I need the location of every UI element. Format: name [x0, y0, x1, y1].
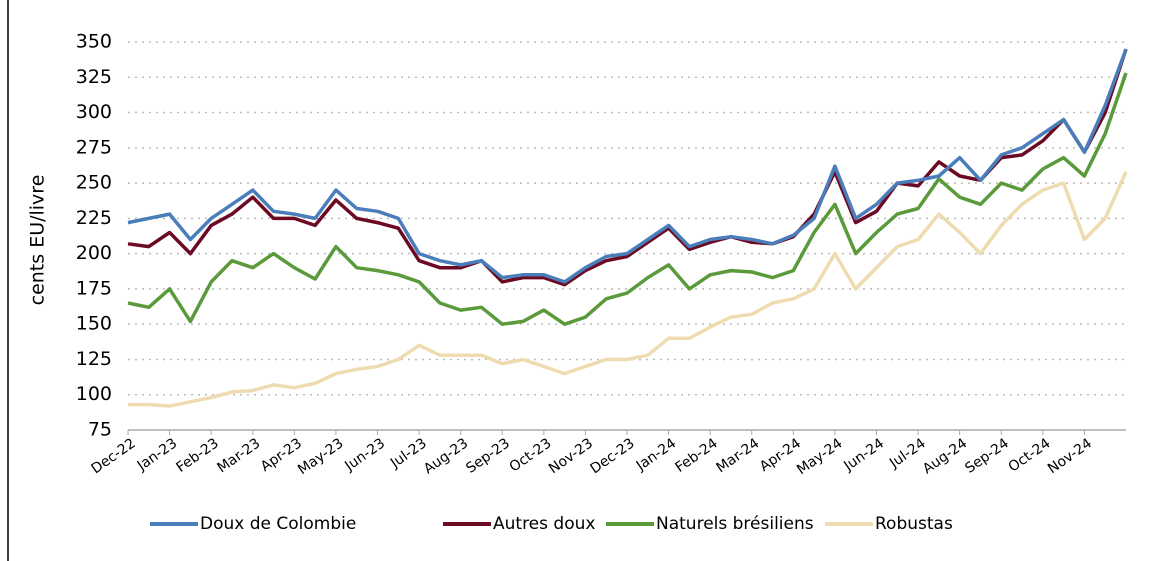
x-tick-label: Oct-23 — [507, 435, 555, 475]
x-tick-label: Feb-24 — [673, 435, 721, 475]
x-tick-label: Jun-23 — [341, 435, 388, 474]
x-tick-label: Mar-23 — [215, 435, 264, 476]
legend-label: Autres doux — [493, 514, 595, 534]
x-tick-label: Jan-23 — [134, 435, 180, 474]
x-tick-label: Jan-24 — [633, 435, 679, 474]
y-tick-label: 350 — [76, 31, 112, 53]
y-tick-label: 125 — [76, 348, 112, 370]
x-tick-label: Nov-23 — [546, 435, 596, 477]
y-tick-label: 75 — [88, 419, 112, 441]
x-tick-label: Feb-23 — [174, 435, 222, 475]
series-line — [128, 171, 1128, 408]
legend-label: Naturels brésiliens — [656, 514, 814, 534]
y-tick-label: 225 — [76, 207, 112, 229]
x-tick-label: Dec-22 — [88, 435, 138, 477]
x-tick-label: Sep-23 — [463, 435, 513, 476]
x-tick-label: Dec-23 — [587, 435, 637, 477]
y-tick-label: 250 — [76, 172, 112, 194]
legend-label: Robustas — [875, 514, 953, 534]
x-tick-label: May-24 — [794, 435, 845, 478]
x-tick-label: Aug-23 — [421, 435, 471, 477]
x-tick-label: Nov-24 — [1045, 435, 1095, 477]
x-tick-label: Aug-24 — [920, 435, 970, 477]
y-axis-title: cents EU/livre — [27, 175, 49, 306]
series-line — [127, 48, 1128, 284]
y-tick-label: 200 — [76, 242, 112, 264]
y-tick-label: 300 — [76, 101, 112, 123]
series-line — [127, 48, 1128, 287]
x-tick-label: Oct-24 — [1006, 435, 1054, 475]
legend-label: Doux de Colombie — [200, 514, 356, 534]
y-tick-label: 325 — [76, 66, 112, 88]
y-tick-label: 150 — [76, 313, 112, 335]
y-tick-label: 100 — [76, 383, 112, 405]
y-tick-label: 175 — [76, 277, 112, 299]
x-tick-label: Sep-24 — [962, 435, 1012, 476]
x-tick-label: Jun-24 — [840, 435, 887, 474]
series-line — [127, 72, 1128, 326]
y-tick-label: 275 — [76, 136, 112, 158]
x-tick-label: May-23 — [295, 435, 346, 478]
x-tick-label: Mar-24 — [714, 435, 763, 476]
